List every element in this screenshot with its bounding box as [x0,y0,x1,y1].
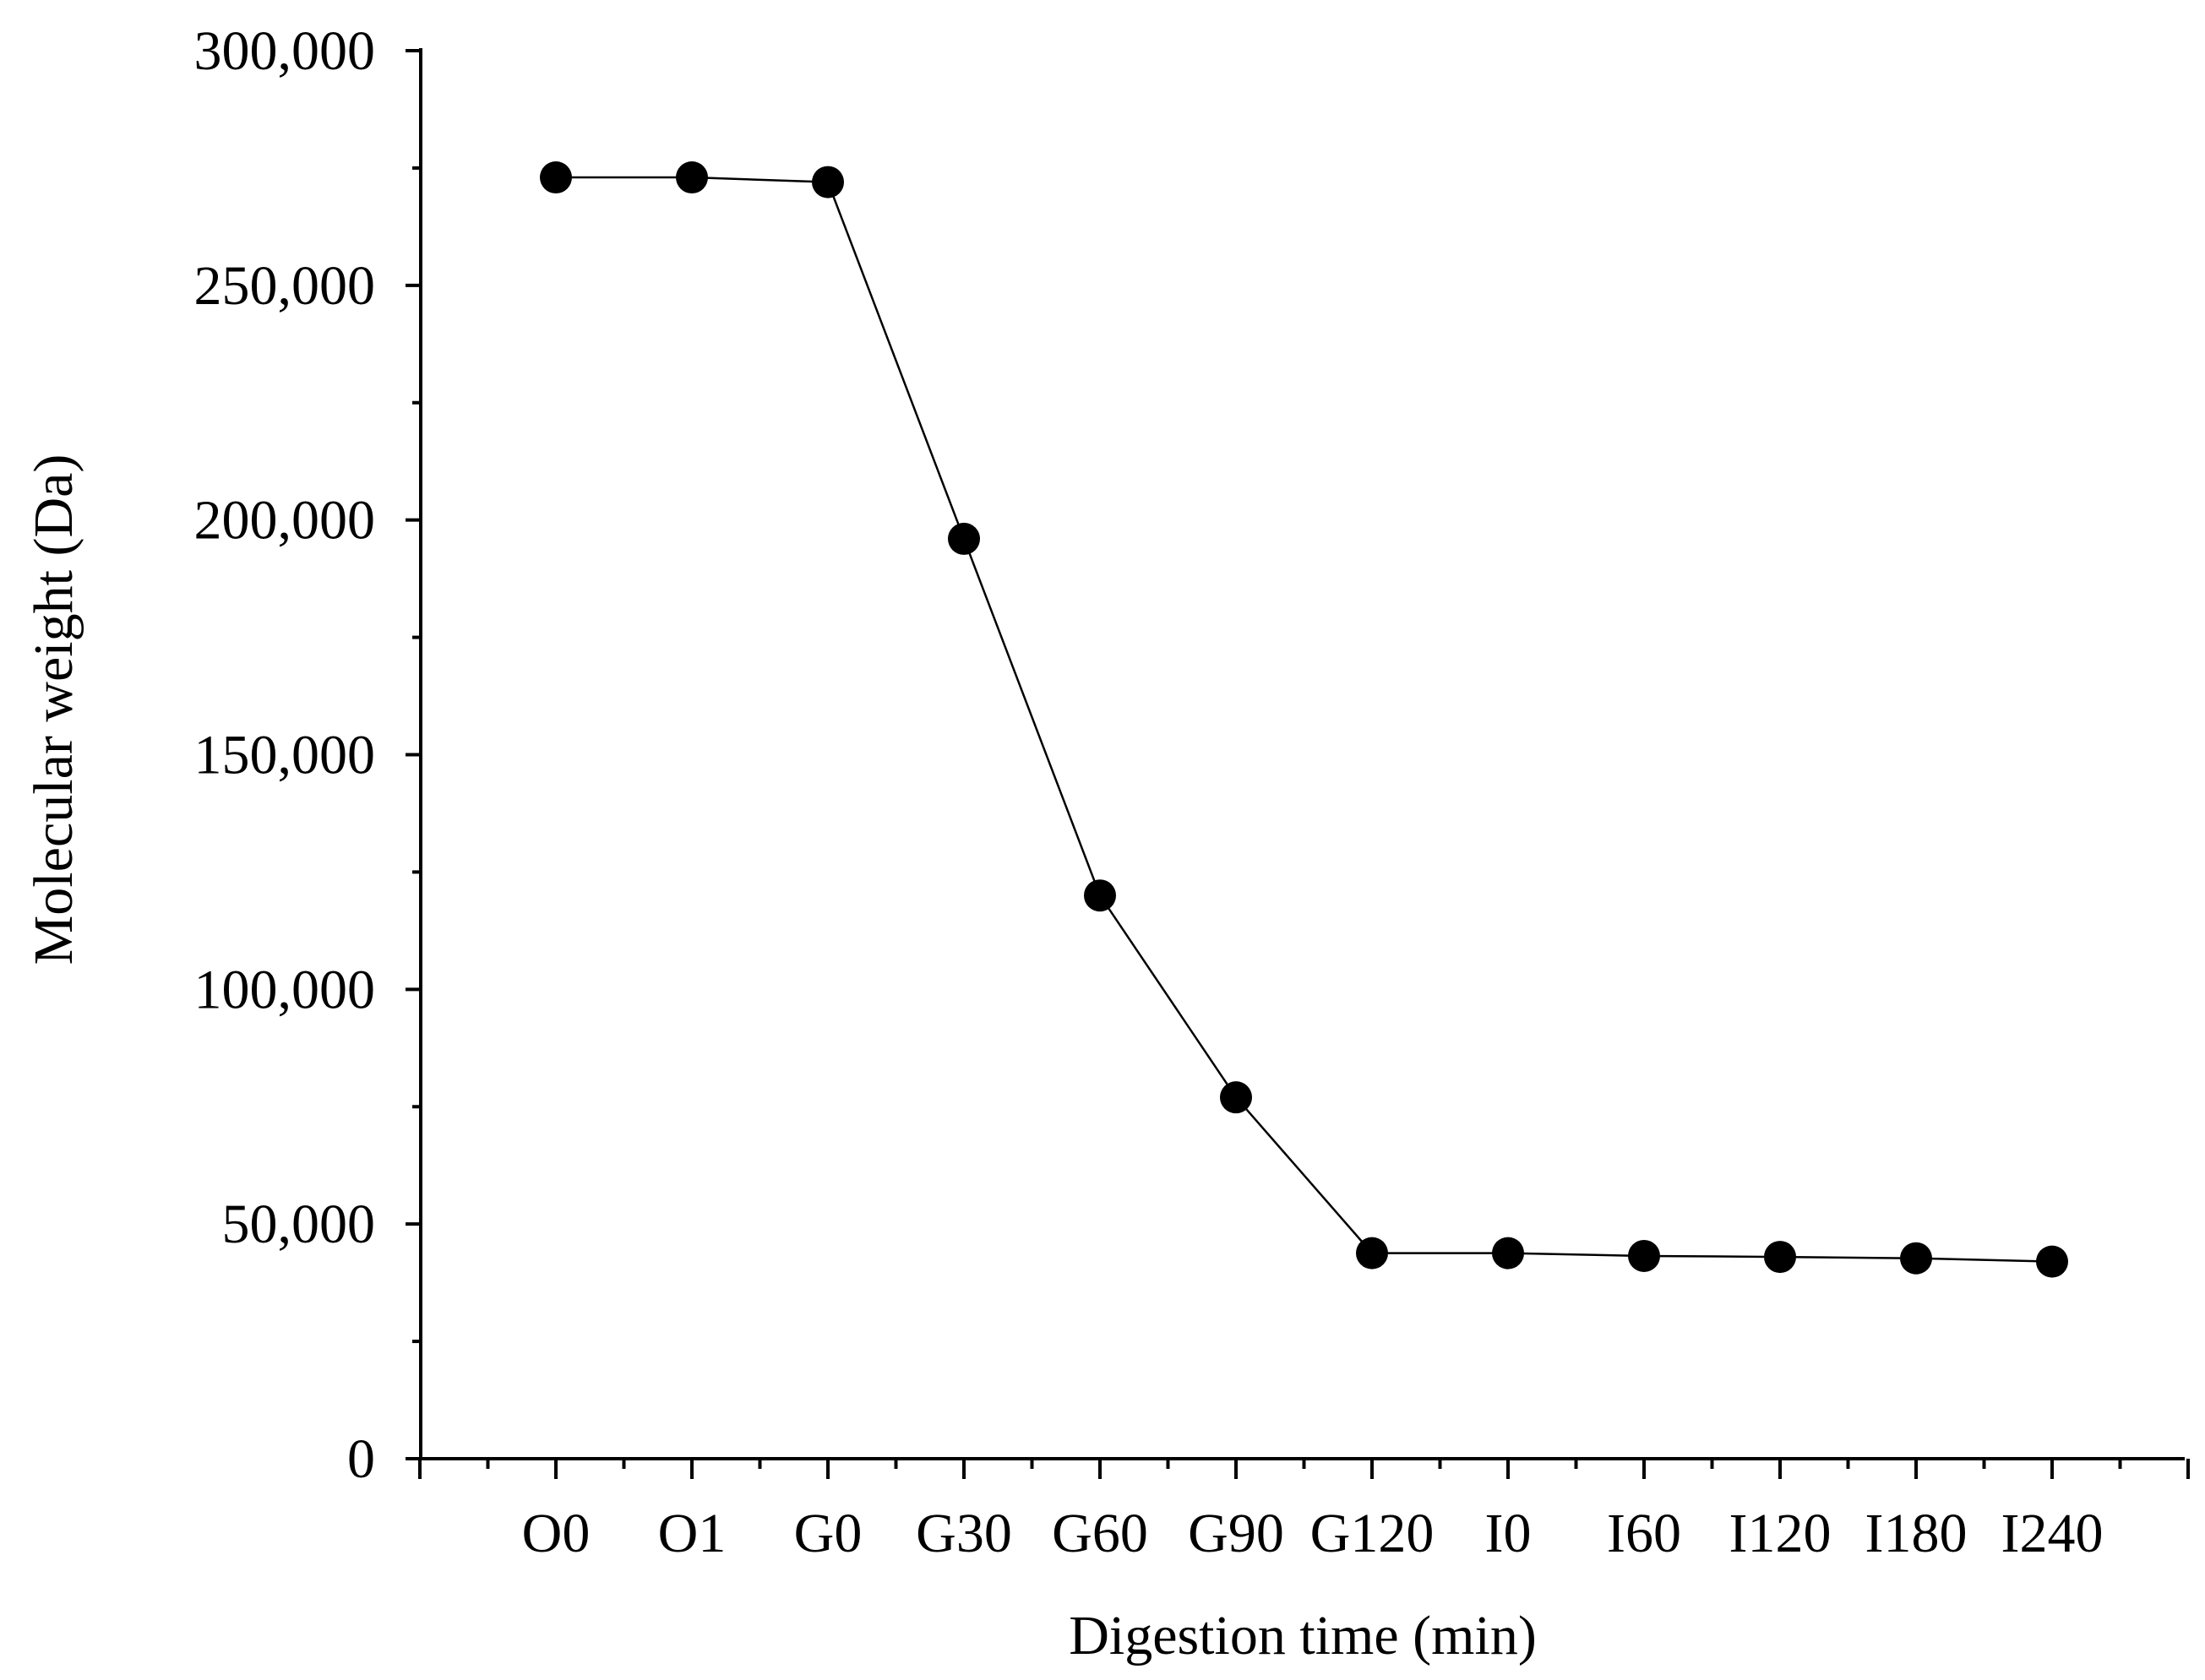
x-axis-title: Digestion time (min) [1069,1605,1537,1666]
data-point [948,522,980,555]
data-point [2036,1245,2068,1278]
y-tick-label: 150,000 [194,725,376,786]
x-tick-label: I60 [1607,1503,1681,1564]
series-line [556,176,2053,1263]
x-tick-label: G120 [1310,1503,1435,1564]
y-tick-label: 0 [347,1428,375,1490]
data-point [1764,1241,1796,1274]
x-tick-label: G30 [916,1503,1012,1564]
data-point [1356,1237,1388,1270]
x-tick-label: I240 [2001,1503,2104,1564]
x-tick-label: G0 [794,1503,863,1564]
x-tick-label: G60 [1052,1503,1148,1564]
y-tick-label: 50,000 [222,1193,376,1255]
x-tick-label: G90 [1188,1503,1284,1564]
y-ticks: 0 50,000 100,000 150,000 200,000 250,000 300,0… [194,20,421,1490]
x-tick-label: O0 [522,1503,591,1564]
y-tick-label: 250,000 [194,255,376,317]
y-tick-label: 200,000 [194,490,376,552]
x-tick-label: I180 [1865,1503,1968,1564]
x-tick-label: O1 [658,1503,727,1564]
y-axis-title: Molecular weight (Da) [23,454,84,965]
data-point [1084,879,1116,912]
x-ticks: O0 O1 G0 G30 G60 G90 G120 I0 I60 I120 I180 I240 [418,1459,2190,1564]
data-point [812,166,844,198]
data-point [540,161,572,194]
data-point [676,161,708,194]
x-tick-label: I120 [1729,1503,1832,1564]
data-point [1628,1239,1660,1272]
data-point [1492,1237,1524,1270]
y-tick-label: 300,000 [194,20,376,82]
data-point [1900,1242,1932,1275]
data-point [1220,1081,1252,1114]
series-layer [540,161,2068,1278]
y-tick-label: 100,000 [194,959,376,1020]
x-tick-label: I0 [1485,1503,1532,1564]
